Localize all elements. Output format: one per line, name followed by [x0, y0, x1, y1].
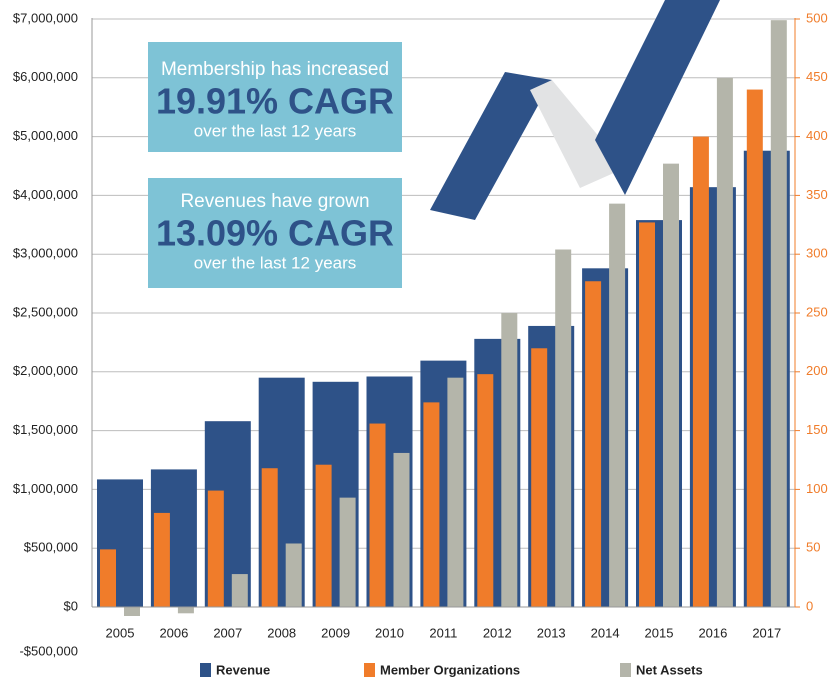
annotation-box: Revenues have grown 13.09% CAGR over the…: [148, 178, 402, 288]
bar: [178, 607, 194, 613]
x-tick-label: 2010: [375, 625, 404, 640]
bar: [100, 549, 116, 607]
bar: [208, 491, 224, 607]
bar: [447, 378, 463, 607]
y-tick-label: $2,000,000: [13, 363, 78, 378]
y2-tick-label: 0: [806, 598, 813, 613]
y2-tick-label: 400: [806, 128, 828, 143]
bar: [501, 313, 517, 607]
bar: [286, 543, 302, 607]
annotation-detail: over the last 12 years: [194, 121, 357, 140]
bar: [717, 78, 733, 607]
y2-tick-label: 250: [806, 304, 828, 319]
x-tick-label: 2013: [537, 625, 566, 640]
x-tick-label: 2012: [483, 625, 512, 640]
y-tick-label: $0: [64, 598, 78, 613]
bar: [316, 465, 332, 607]
annotation-highlight: 13.09% CAGR: [156, 213, 394, 254]
y2-tick-label: 300: [806, 246, 828, 261]
x-tick-label: 2011: [429, 625, 457, 640]
annotation-highlight: 19.91% CAGR: [156, 81, 394, 122]
x-tick-label: 2007: [213, 625, 242, 640]
bar: [370, 424, 386, 607]
bar: [232, 574, 248, 607]
y2-tick-label: 100: [806, 481, 828, 496]
legend-swatch: [364, 663, 375, 677]
y-tick-label: $2,500,000: [13, 304, 78, 319]
bar: [585, 281, 601, 607]
bar: [639, 222, 655, 607]
bar: [340, 498, 356, 607]
x-tick-label: 2008: [267, 625, 296, 640]
bar: [262, 468, 278, 607]
x-tick-label: 2015: [645, 625, 674, 640]
x-tick-label: 2014: [591, 625, 620, 640]
y2-tick-label: 200: [806, 363, 828, 378]
bar: [693, 137, 709, 607]
bar: [154, 513, 170, 607]
y-tick-label: $500,000: [24, 540, 78, 555]
y2-tick-label: 450: [806, 69, 828, 84]
bar: [531, 348, 547, 607]
annotation-text: Membership has increased: [161, 59, 389, 80]
legend-label: Member Organizations: [380, 662, 520, 677]
bar: [124, 607, 140, 616]
x-tick-label: 2009: [321, 625, 350, 640]
annotation-text: Revenues have grown: [180, 191, 369, 212]
x-tick-label: 2016: [698, 625, 727, 640]
legend-label: Revenue: [216, 662, 270, 677]
x-tick-label: 2017: [752, 625, 781, 640]
y-tick-label: $1,000,000: [13, 481, 78, 496]
bar: [423, 402, 439, 607]
annotation-box: Membership has increased 19.91% CAGR ove…: [148, 42, 402, 152]
y2-tick-label: 150: [806, 422, 828, 437]
y-tick-label: $1,500,000: [13, 422, 78, 437]
bar: [771, 20, 787, 607]
bar: [663, 164, 679, 607]
y-tick-label: $4,000,000: [13, 187, 78, 202]
bar: [394, 453, 410, 607]
bar: [747, 90, 763, 607]
bar: [609, 204, 625, 607]
x-tick-label: 2005: [106, 625, 135, 640]
x-tick-label: 2006: [159, 625, 188, 640]
bar: [477, 374, 493, 607]
y-tick-label: $6,000,000: [13, 69, 78, 84]
legend-label: Net Assets: [636, 662, 703, 677]
annotation-detail: over the last 12 years: [194, 253, 357, 272]
legend-swatch: [200, 663, 211, 677]
y2-tick-label: 350: [806, 187, 828, 202]
y-tick-label: $3,000,000: [13, 246, 78, 261]
y2-tick-label: 50: [806, 540, 820, 555]
y-tick-label: $5,000,000: [13, 128, 78, 143]
y-tick-label: -$500,000: [19, 643, 78, 658]
bar: [555, 249, 571, 607]
legend-swatch: [620, 663, 631, 677]
chart: -$500,000 $0 $500,000 $1,000,000 $1,500,000 $…: [0, 0, 828, 680]
y-tick-label: $7,000,000: [13, 10, 78, 25]
y2-tick-label: 500: [806, 10, 828, 25]
